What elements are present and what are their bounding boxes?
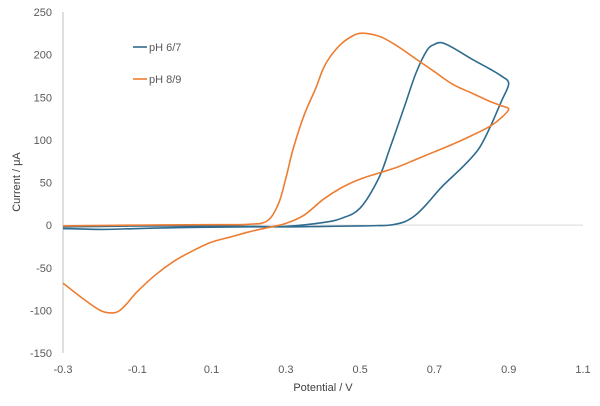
series-line-ph67 xyxy=(62,41,510,231)
legend-label-ph67: pH 6/7 xyxy=(149,42,181,54)
legend: pH 6/7 pH 8/9 xyxy=(133,42,181,86)
y-tick-label: -100 xyxy=(30,305,52,317)
y-tick-label: -150 xyxy=(30,348,52,360)
legend-item-ph67: pH 6/7 xyxy=(133,42,181,54)
y-tick-label: 150 xyxy=(34,92,52,104)
x-tick-label: 0.3 xyxy=(278,364,293,376)
x-tick-label: 0.9 xyxy=(501,364,516,376)
y-tick-label: 50 xyxy=(40,178,52,190)
x-tick-label: -0.3 xyxy=(54,364,73,376)
legend-item-ph89: pH 8/9 xyxy=(133,74,181,86)
x-tick-label: 1.1 xyxy=(575,364,590,376)
y-tick-label: -50 xyxy=(36,263,52,275)
y-tick-label: 250 xyxy=(34,7,52,19)
x-tick-label: 0.7 xyxy=(427,364,442,376)
y-tick-label: 200 xyxy=(34,50,52,62)
y-tick-label: 0 xyxy=(46,220,52,232)
y-tick-label: 100 xyxy=(34,135,52,147)
axes xyxy=(62,12,583,353)
x-axis-label: Potential / V xyxy=(293,382,353,394)
x-tick-label: 0.5 xyxy=(352,364,367,376)
x-tick-labels: -0.3 -0.1 0.1 0.3 0.5 0.7 0.9 1.1 xyxy=(54,364,591,376)
y-tick-labels: -150 -100 -50 0 50 100 150 200 250 xyxy=(30,7,52,360)
series-layer xyxy=(62,32,510,314)
y-axis-label: Current / μA xyxy=(11,152,23,212)
x-tick-label: 0.1 xyxy=(204,364,219,376)
series-line-ph89 xyxy=(62,32,510,314)
legend-label-ph89: pH 8/9 xyxy=(149,74,181,86)
x-tick-label: -0.1 xyxy=(128,364,147,376)
